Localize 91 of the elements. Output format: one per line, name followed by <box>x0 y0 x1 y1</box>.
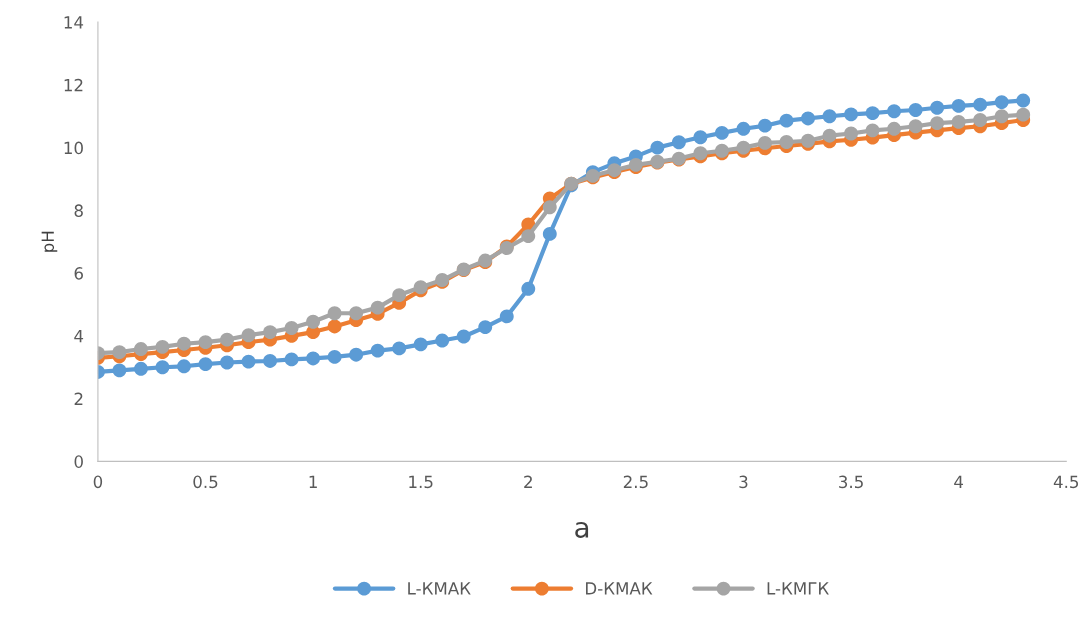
y-tick-label: 12 <box>64 78 83 92</box>
point <box>306 351 321 366</box>
point <box>112 345 127 360</box>
x-axis-title: a <box>575 521 589 538</box>
point <box>693 130 708 145</box>
point <box>327 349 342 364</box>
point <box>478 320 493 335</box>
point <box>392 341 407 356</box>
point <box>951 114 966 129</box>
point <box>908 119 923 134</box>
x-tick-label: 3 <box>739 475 748 489</box>
y-axis-title: pH <box>41 231 58 252</box>
point <box>951 98 966 113</box>
y-tick-label: 8 <box>74 204 83 217</box>
y-tick-label: 4 <box>74 330 84 343</box>
point <box>521 229 536 244</box>
point <box>435 333 450 348</box>
point <box>349 347 364 362</box>
point <box>134 342 148 356</box>
point <box>306 314 321 329</box>
point <box>241 328 256 343</box>
legend-label: L-КМГК <box>767 582 829 595</box>
point <box>413 337 428 352</box>
point <box>887 121 902 136</box>
point <box>370 343 385 358</box>
point <box>198 357 213 372</box>
y-tick-label: 6 <box>74 267 83 280</box>
point <box>779 113 794 128</box>
point <box>177 359 191 374</box>
point <box>930 100 945 115</box>
y-tick-label: 14 <box>64 16 84 29</box>
point <box>822 128 837 143</box>
point <box>177 336 191 351</box>
y-tick-label: 0 <box>74 455 83 468</box>
x-tick-label: 1.5 <box>409 475 433 489</box>
point <box>844 107 858 122</box>
point <box>220 355 234 370</box>
legend-label: L-КМАК <box>408 582 471 595</box>
point <box>650 140 665 155</box>
point <box>844 126 858 141</box>
point <box>155 339 170 354</box>
point <box>241 354 256 369</box>
point <box>1016 93 1031 108</box>
point <box>456 329 471 344</box>
point <box>327 306 342 321</box>
point <box>349 306 364 321</box>
point <box>973 97 988 112</box>
x-tick-label: 2 <box>524 475 532 488</box>
point <box>994 109 1009 124</box>
point <box>370 300 385 315</box>
point <box>521 281 536 296</box>
point <box>284 321 299 335</box>
point <box>865 106 880 121</box>
x-tick-label: 0.5 <box>193 475 218 489</box>
y-tick-label: 10 <box>64 141 83 155</box>
x-tick-label: 0 <box>93 475 103 489</box>
point <box>392 288 407 303</box>
x-tick-label: 4.5 <box>1053 475 1079 489</box>
y-tick-label: 2 <box>74 392 83 405</box>
point <box>908 103 923 117</box>
point <box>284 352 299 367</box>
point <box>715 125 729 140</box>
point <box>263 354 278 368</box>
point <box>134 361 148 376</box>
point <box>887 104 902 119</box>
x-tick-label: 3.5 <box>839 475 863 489</box>
point <box>542 226 557 241</box>
point <box>263 325 278 340</box>
point <box>198 335 213 350</box>
point <box>327 319 342 334</box>
x-tick-label: 2.5 <box>623 475 648 489</box>
point <box>779 135 794 149</box>
point <box>671 135 686 150</box>
point <box>822 109 837 124</box>
point <box>973 113 988 127</box>
x-tick-label: 4 <box>954 475 964 488</box>
point <box>865 123 880 138</box>
point <box>499 309 514 324</box>
point <box>220 332 234 347</box>
point <box>112 363 127 378</box>
point <box>1016 107 1031 122</box>
point <box>155 360 170 375</box>
point <box>801 111 815 126</box>
point <box>758 118 772 133</box>
point <box>994 95 1009 110</box>
legend-label: D-КМАК <box>586 582 653 595</box>
x-tick-label: 1 <box>309 475 317 488</box>
point <box>758 135 772 150</box>
point <box>736 121 751 136</box>
point <box>930 116 945 131</box>
point <box>542 200 557 215</box>
